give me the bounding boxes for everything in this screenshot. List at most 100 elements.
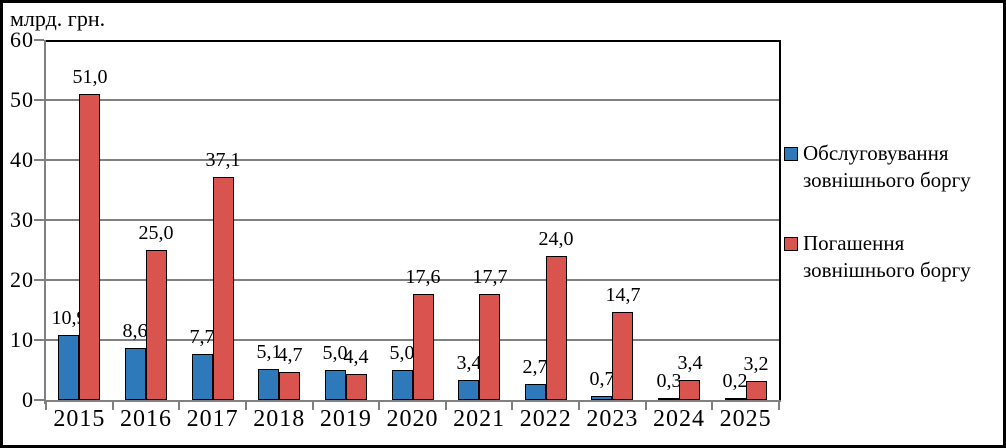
- bar-repayment-2015: [79, 94, 100, 400]
- y-axis-tick-30: [34, 219, 44, 221]
- bar-servicing-2023: [591, 396, 612, 400]
- y-axis-tick-60: [34, 39, 44, 41]
- legend-label: Погашення зовнішнього боргу: [803, 231, 971, 282]
- x-axis-tick: [711, 402, 713, 410]
- x-axis-tick: [245, 402, 247, 410]
- gridline-40: [46, 159, 779, 161]
- y-axis-tick-label: 0: [22, 387, 34, 412]
- bar-repayment-2019: [346, 374, 367, 400]
- bar-repayment-2021: [479, 294, 500, 400]
- x-axis-label-2017: 2017: [186, 406, 239, 432]
- bar-value-label: 0,3: [656, 370, 682, 392]
- plot-area: 10,9 8,6 7,7 5,1 5,0 5,0 3,4 2,7 0,7 0,3 0,2 51,0 25…: [46, 40, 779, 400]
- bar-repayment-2017: [213, 177, 234, 400]
- x-axis-label-2025: 2025: [719, 406, 772, 432]
- bar-servicing-2020: [392, 370, 413, 400]
- bar-repayment-2023: [612, 312, 633, 400]
- x-axis-label-2018: 2018: [253, 406, 306, 432]
- x-axis-tick: [778, 402, 780, 410]
- bar-value-label: 0,7: [589, 368, 615, 390]
- bar-value-label: 25,0: [138, 222, 174, 244]
- y-axis-line: [44, 40, 46, 404]
- y-axis-tick-label: 60: [10, 27, 34, 52]
- x-axis-tick: [112, 402, 114, 410]
- x-axis-label-2020: 2020: [386, 406, 439, 432]
- y-axis-tick-label: 50: [10, 87, 34, 112]
- bar-servicing-2017: [192, 354, 213, 400]
- bar-servicing-2025: [725, 398, 746, 400]
- bar-repayment-2016: [146, 250, 167, 400]
- bar-servicing-2018: [258, 369, 279, 400]
- bar-repayment-2025: [746, 381, 767, 400]
- bar-value-label: 4,4: [343, 346, 369, 368]
- bar-value-label: 3,2: [743, 353, 769, 375]
- y-axis-unit-label: млрд. грн.: [10, 6, 106, 31]
- gridline-10: [46, 339, 779, 341]
- bar-value-label: 7,7: [189, 326, 215, 348]
- y-axis-tick-label: 10: [10, 327, 34, 352]
- gridline-50: [46, 99, 779, 101]
- x-axis-label-2016: 2016: [119, 406, 172, 432]
- bar-servicing-2024: [658, 398, 679, 400]
- bar-servicing-2015: [58, 335, 79, 400]
- bar-servicing-2021: [458, 380, 479, 400]
- bar-value-label: 3,4: [456, 352, 482, 374]
- bar-value-label: 8,6: [122, 320, 148, 342]
- x-axis-label-2024: 2024: [653, 406, 706, 432]
- y-axis-tick-label: 20: [10, 267, 34, 292]
- x-axis-label-2019: 2019: [319, 406, 372, 432]
- bar-value-label: 10,9: [51, 307, 87, 329]
- y-axis-tick-label: 30: [10, 207, 34, 232]
- legend-label: Обслуговування зовнішнього боргу: [803, 141, 971, 192]
- x-axis-line: [44, 400, 781, 402]
- y-axis-tick-0: [34, 399, 44, 401]
- bar-servicing-2022: [525, 384, 546, 400]
- y-axis-tick-40: [34, 159, 44, 161]
- legend-item-1: Погашення зовнішнього боргу: [784, 230, 1003, 284]
- bar-repayment-2022: [546, 256, 567, 400]
- x-axis-tick: [445, 402, 447, 410]
- x-axis-label-2015: 2015: [53, 406, 106, 432]
- bar-servicing-2016: [125, 348, 146, 400]
- x-axis-tick: [511, 402, 513, 410]
- x-axis-tick: [45, 402, 47, 410]
- y-axis-tick-10: [34, 339, 44, 341]
- y-axis-tick-50: [34, 99, 44, 101]
- bar-value-label: 51,0: [72, 66, 108, 88]
- legend-item-0: Обслуговування зовнішнього боргу: [784, 140, 1003, 194]
- x-axis-label-2021: 2021: [453, 406, 506, 432]
- y-axis-tick-label: 40: [10, 147, 34, 172]
- bar-value-label: 5,1: [256, 341, 282, 363]
- x-axis-tick: [178, 402, 180, 410]
- x-axis-tick: [578, 402, 580, 410]
- bar-value-label: 2,7: [522, 356, 548, 378]
- legend: Обслуговування зовнішнього боргу Погашення…: [784, 140, 1003, 320]
- bar-value-label: 14,7: [605, 284, 641, 306]
- bar-value-label: 4,7: [277, 344, 303, 366]
- gridline-30: [46, 219, 779, 221]
- x-axis-tick: [378, 402, 380, 410]
- bar-value-label: 5,0: [322, 342, 348, 364]
- plot-border-right: [779, 40, 781, 402]
- x-axis-label-2023: 2023: [586, 406, 639, 432]
- plot-border-top: [46, 40, 781, 42]
- legend-marker-servicing: [784, 147, 798, 161]
- bar-value-label: 3,4: [677, 352, 703, 374]
- bar-value-label: 0,2: [722, 370, 748, 392]
- x-axis-label-2022: 2022: [519, 406, 572, 432]
- bar-value-label: 17,6: [405, 266, 441, 288]
- bar-value-label: 5,0: [389, 342, 415, 364]
- bar-value-label: 17,7: [472, 266, 508, 288]
- bar-servicing-2019: [325, 370, 346, 400]
- legend-marker-repayment: [784, 237, 798, 251]
- bar-repayment-2020: [413, 294, 434, 400]
- gridline-20: [46, 279, 779, 281]
- x-axis-tick: [645, 402, 647, 410]
- bar-value-label: 37,1: [205, 149, 241, 171]
- bar-repayment-2024: [679, 380, 700, 400]
- bar-value-label: 24,0: [538, 228, 574, 250]
- y-axis-tick-20: [34, 279, 44, 281]
- bar-repayment-2018: [279, 372, 300, 400]
- x-axis-tick: [312, 402, 314, 410]
